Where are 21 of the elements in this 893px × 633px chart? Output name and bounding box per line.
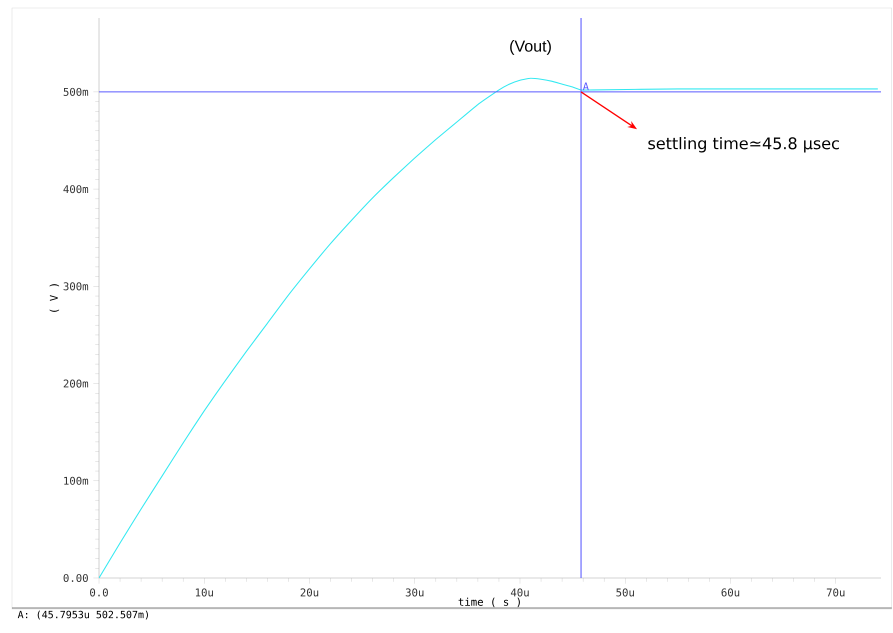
x-tick-label: 60u (722, 588, 740, 596)
x-tick-label: 30u (406, 588, 424, 596)
y-axis-title: ( V ) (50, 284, 60, 312)
text: A: (45.7953u 502.507m) (18, 610, 148, 620)
y-tick-label: 400m (63, 185, 88, 194)
x-axis-title: time ( s ) (458, 598, 520, 608)
series-label: (Vout) (510, 40, 551, 55)
y-tick-label: 500m (64, 88, 88, 96)
x-tick-label: 20u (300, 588, 318, 596)
y-tick-label: 100m (64, 476, 88, 485)
x-tick-label: 10u (196, 588, 213, 596)
y-tick-label: 200m (64, 380, 88, 388)
ref-line-label: A (582, 82, 589, 90)
line-series (99, 78, 878, 578)
y-tick-label: 300m (64, 282, 88, 290)
x-tick-label: 0.0 (90, 588, 108, 596)
x-tick-label: 40u (510, 588, 529, 596)
x-tick-label: 70u (826, 588, 844, 596)
annotation: settling time≃45.8 µsec (648, 137, 839, 152)
x-tick-label: 50u (616, 588, 634, 596)
y-tick-label: 0.00 (64, 574, 88, 582)
